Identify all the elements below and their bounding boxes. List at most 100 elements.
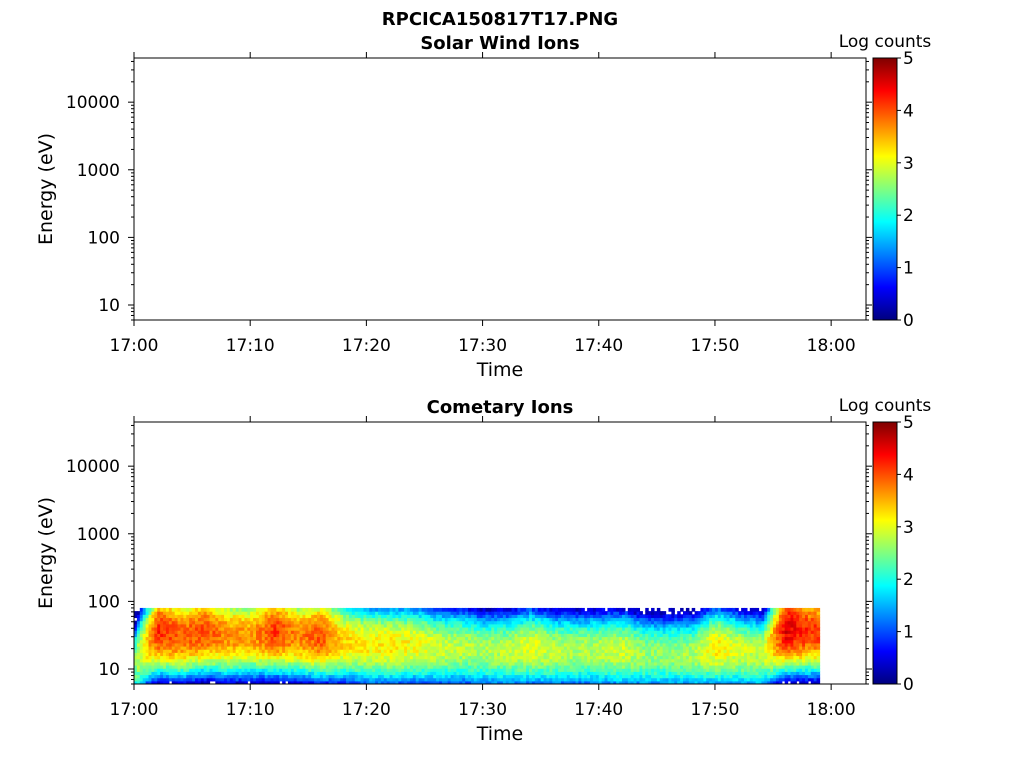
spectrogram-cell: [459, 668, 463, 672]
spectrogram-cell: [712, 652, 716, 657]
spectrogram-cell: [444, 649, 449, 653]
spectrogram-cell: [601, 611, 606, 615]
spectrogram-cell: [407, 630, 411, 634]
spectrogram-cell: [293, 611, 298, 615]
spectrogram-cell: [407, 607, 411, 612]
spectrogram-cell: [590, 649, 594, 653]
spectrogram-cell: [366, 668, 370, 672]
spectrogram-cell: [610, 658, 614, 663]
spectrogram-cell: [683, 664, 687, 669]
spectrogram-cell: [151, 633, 155, 638]
spectrogram-cell: [235, 614, 240, 619]
spectrogram-cell: [360, 664, 365, 669]
spectrogram-cell: [543, 652, 548, 657]
spectrogram-cell: [497, 617, 501, 622]
spectrogram-cell: [479, 611, 484, 615]
spectrogram-cell: [648, 630, 652, 634]
spectrogram-cell: [392, 626, 397, 631]
spectrogram-cell: [186, 677, 190, 682]
spectrogram-cell: [369, 630, 373, 634]
spectrogram-cell: [540, 611, 545, 615]
spectrogram-cell: [285, 639, 289, 644]
spectrogram-cell: [604, 611, 609, 615]
spectrogram-cell: [212, 661, 216, 666]
spectrogram-cell: [610, 630, 614, 634]
spectrogram-cell: [691, 668, 696, 672]
spectrogram-cell: [401, 664, 405, 669]
spectrogram-cell: [168, 645, 173, 650]
spectrogram-cell: [203, 626, 208, 631]
spectrogram-cell: [241, 626, 245, 631]
spectrogram-cell: [511, 607, 516, 612]
spectrogram-cell: [433, 626, 437, 631]
spectrogram-cell: [677, 674, 681, 679]
spectrogram-cell: [427, 639, 431, 644]
spectrogram-cell: [656, 645, 661, 650]
spectrogram-cell: [392, 617, 397, 622]
spectrogram-cell: [305, 611, 309, 615]
spectrogram-cell: [209, 639, 214, 644]
spectrogram-cell: [363, 633, 367, 638]
spectrogram-cell: [331, 639, 336, 644]
spectrogram-cell: [287, 668, 292, 672]
spectrogram-cell: [296, 636, 301, 641]
spectrogram-cell: [665, 674, 670, 679]
spectrogram-cell: [430, 636, 434, 641]
spectrogram-cell: [343, 664, 347, 669]
spectrogram-cell: [244, 664, 248, 669]
spectrogram-cell: [357, 671, 362, 676]
spectrogram-cell: [709, 658, 713, 663]
spectrogram-cell: [139, 617, 144, 622]
spectrogram-cell: [468, 658, 472, 663]
spectrogram-cell: [383, 607, 388, 612]
spectrogram-cell: [360, 617, 365, 622]
spectrogram-cell: [296, 617, 301, 622]
spectrogram-cell: [244, 607, 248, 612]
spectrogram-cell: [549, 633, 553, 638]
spectrogram-cell: [514, 655, 519, 660]
spectrogram-cell: [203, 607, 208, 612]
spectrogram-cell: [473, 652, 478, 657]
spectrogram-cell: [592, 633, 597, 638]
spectrogram-cell: [293, 645, 298, 650]
spectrogram-cell: [142, 671, 147, 676]
spectrogram-cell: [308, 661, 312, 666]
spectrogram-cell: [168, 677, 173, 682]
spectrogram-cell: [665, 630, 670, 634]
spectrogram-cell: [273, 671, 277, 676]
spectrogram-cell: [500, 639, 504, 644]
spectrogram-cell: [421, 671, 426, 676]
spectrogram-cell: [136, 620, 141, 625]
spectrogram-cell: [645, 620, 649, 625]
spectrogram-cell: [160, 661, 164, 666]
spectrogram-cell: [491, 668, 495, 672]
spectrogram-cell: [674, 620, 678, 625]
spectrogram-cell: [575, 611, 580, 615]
spectrogram-cell: [665, 649, 670, 653]
spectrogram-cell: [447, 607, 452, 612]
spectrogram-cell: [418, 652, 423, 657]
spectrogram-cell: [221, 661, 225, 666]
spectrogram-cell: [558, 607, 562, 612]
spectrogram-cell: [549, 680, 553, 684]
spectrogram-cell: [215, 652, 219, 657]
spectrogram-cell: [569, 617, 574, 622]
spectrogram-cell: [462, 630, 466, 634]
spectrogram-cell: [151, 674, 155, 679]
spectrogram-cell: [270, 620, 275, 625]
spectrogram-cell: [546, 642, 550, 647]
spectrogram-cell: [398, 680, 402, 684]
spectrogram-cell: [380, 614, 385, 619]
spectrogram-cell: [276, 649, 280, 653]
spectrogram-cell: [418, 611, 423, 615]
spectrogram-cell: [354, 626, 359, 631]
spectrogram-cell: [302, 614, 306, 619]
spectrogram-cell: [569, 607, 574, 612]
spectrogram-cell: [215, 668, 219, 672]
spectrogram-cell: [340, 664, 344, 669]
spectrogram-cell: [148, 677, 153, 682]
spectrogram-cell: [578, 642, 582, 647]
spectrogram-cell: [302, 671, 306, 676]
spectrogram-cell: [531, 614, 536, 619]
spectrogram-cell: [502, 626, 507, 631]
